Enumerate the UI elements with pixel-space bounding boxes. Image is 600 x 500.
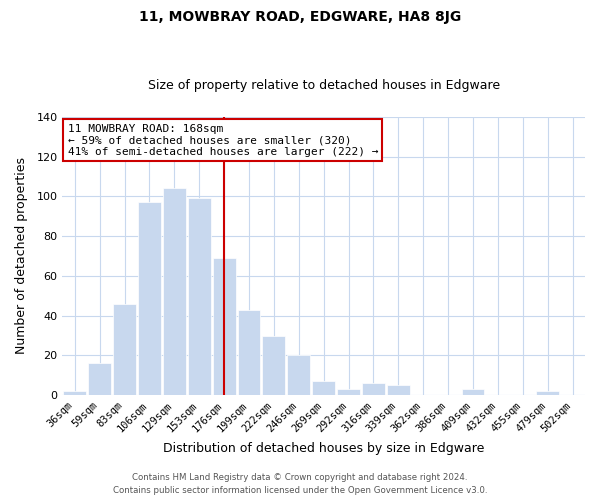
Bar bbox=[88, 364, 111, 395]
X-axis label: Distribution of detached houses by size in Edgware: Distribution of detached houses by size … bbox=[163, 442, 484, 455]
Text: Contains HM Land Registry data © Crown copyright and database right 2024.
Contai: Contains HM Land Registry data © Crown c… bbox=[113, 473, 487, 495]
Bar bbox=[113, 304, 136, 395]
Bar bbox=[64, 391, 86, 395]
Bar bbox=[212, 258, 236, 395]
Y-axis label: Number of detached properties: Number of detached properties bbox=[15, 158, 28, 354]
Bar bbox=[163, 188, 186, 395]
Text: 11 MOWBRAY ROAD: 168sqm
← 59% of detached houses are smaller (320)
41% of semi-d: 11 MOWBRAY ROAD: 168sqm ← 59% of detache… bbox=[68, 124, 378, 157]
Bar bbox=[461, 390, 484, 395]
Bar bbox=[287, 356, 310, 395]
Bar bbox=[138, 202, 161, 395]
Bar bbox=[362, 384, 385, 395]
Bar bbox=[387, 386, 410, 395]
Bar bbox=[312, 382, 335, 395]
Title: Size of property relative to detached houses in Edgware: Size of property relative to detached ho… bbox=[148, 79, 500, 92]
Bar bbox=[337, 390, 360, 395]
Bar bbox=[536, 391, 559, 395]
Bar bbox=[262, 336, 286, 395]
Bar bbox=[188, 198, 211, 395]
Text: 11, MOWBRAY ROAD, EDGWARE, HA8 8JG: 11, MOWBRAY ROAD, EDGWARE, HA8 8JG bbox=[139, 10, 461, 24]
Bar bbox=[238, 310, 260, 395]
